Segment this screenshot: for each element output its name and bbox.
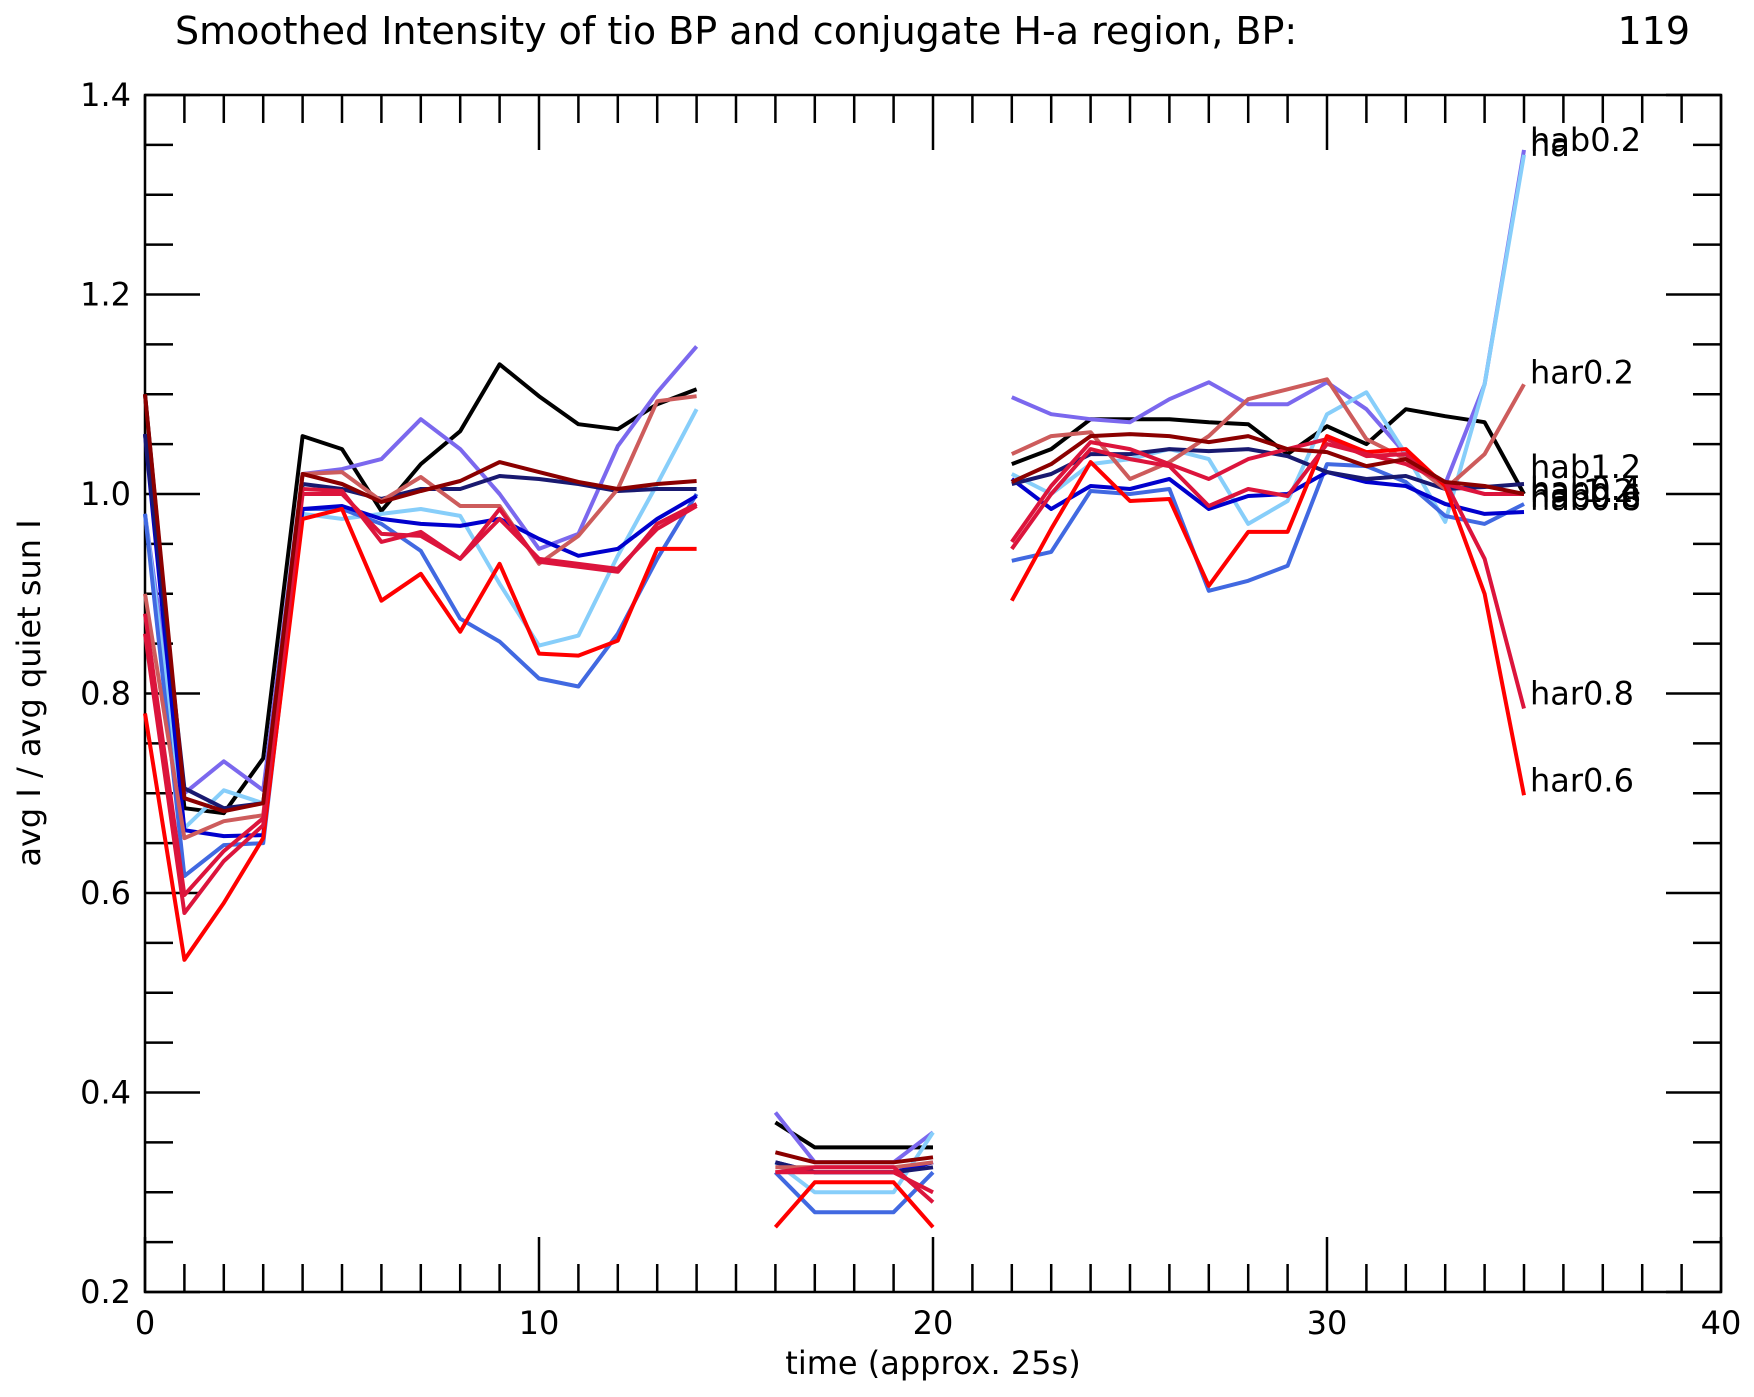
series-line-hab0.8 — [1010, 470, 1525, 516]
series-line-har1.2 — [1010, 432, 1525, 496]
series-hab0.8 — [143, 433, 1525, 1175]
y-tick-label: 0.8 — [80, 675, 131, 713]
series-line-har0.2 — [1010, 377, 1526, 491]
y-tick-label: 0.6 — [80, 874, 131, 912]
series-line-har0.4 — [143, 487, 698, 897]
x-tick-label: 10 — [519, 1304, 560, 1342]
chart-title-bp-value: 119 — [1617, 9, 1690, 53]
x-tick-label: 40 — [1701, 1304, 1742, 1342]
series-line-har1.2 — [143, 394, 697, 814]
y-tick-label: 0.2 — [80, 1273, 131, 1311]
series-hab0.4 — [143, 154, 1526, 1195]
series-line-hab0.8 — [143, 433, 698, 839]
series-line-ha — [774, 1120, 933, 1150]
x-tick-label: 20 — [913, 1304, 954, 1342]
y-axis-label: avg I / avg quiet sun I — [10, 519, 48, 866]
series-hab0.2 — [143, 149, 1526, 1165]
series-hab1.2 — [143, 433, 1525, 1175]
series-har1.2 — [143, 394, 1525, 1165]
series-label: hab0.8 — [1530, 480, 1641, 518]
axis-ticks — [143, 93, 1723, 1294]
series-label: hab1.2 — [1530, 448, 1641, 486]
series-line-hab0.2 — [143, 345, 699, 796]
series-label: har0.8 — [1530, 675, 1634, 713]
plot-frame — [143, 93, 1723, 1294]
series-label: har1.2 — [1530, 472, 1634, 510]
x-axis-label: time (approx. 25s) — [785, 1344, 1080, 1382]
series-line-har0.8 — [143, 492, 698, 915]
y-tick-label: 1.0 — [80, 475, 131, 513]
series-label: har0.2 — [1530, 353, 1634, 391]
series-label: ha — [1530, 126, 1570, 164]
y-tick-label: 0.4 — [80, 1074, 131, 1112]
series-har0.6 — [143, 434, 1526, 1229]
series-har0.4 — [143, 437, 1524, 1204]
series-line-har0.6 — [143, 507, 697, 962]
y-tick-label: 1.4 — [80, 76, 131, 114]
y-tick-label: 1.2 — [80, 276, 131, 314]
series-line-hab0.6 — [143, 492, 699, 878]
series-labels: hab0.2hahar0.2hab1.2har1.2hab0.4hab0.6ha… — [1530, 121, 1641, 799]
series-line-har0.6 — [773, 1180, 935, 1229]
series-har0.2 — [143, 377, 1526, 1170]
series-label: hab0.4 — [1530, 470, 1641, 508]
series-label: hab0.6 — [1530, 477, 1641, 515]
series-line-har0.2 — [143, 394, 697, 841]
series-label: har0.6 — [1530, 761, 1634, 799]
series-line-har0.8 — [775, 1170, 934, 1195]
series-line-ha — [143, 362, 698, 816]
series-har0.8 — [143, 442, 1526, 1195]
series-line-hab0.4 — [143, 408, 699, 831]
chart-title: Smoothed Intensity of tio BP and conjuga… — [175, 9, 1297, 53]
x-tick-label: 30 — [1307, 1304, 1348, 1342]
tick-labels: 0 10 20 30 40 0.2 0.4 0.6 0.8 1.0 1.2 1.4 — [80, 76, 1741, 1342]
x-tick-label: 0 — [135, 1304, 155, 1342]
series-line-har1.2 — [774, 1150, 934, 1165]
series-lines — [143, 149, 1526, 1229]
series-line-hab0.6 — [1011, 462, 1525, 593]
series-label: hab0.2 — [1530, 121, 1641, 159]
series-hab0.6 — [143, 462, 1525, 1215]
